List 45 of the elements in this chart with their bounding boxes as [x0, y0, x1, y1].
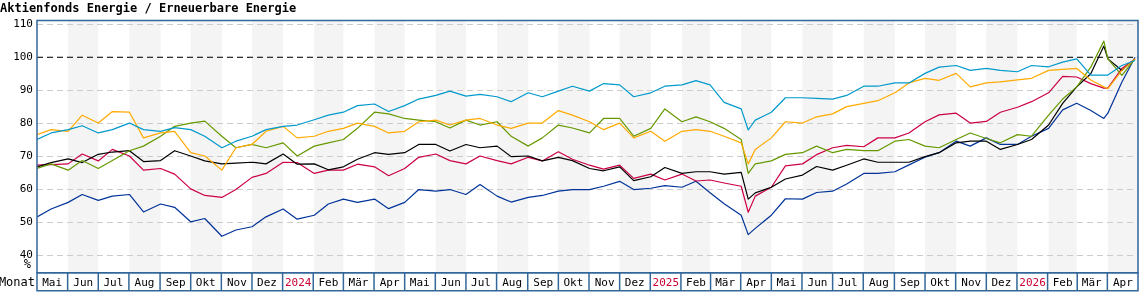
x-tick-label: Dez	[991, 276, 1012, 290]
x-tick-label: Feb	[318, 276, 339, 290]
x-tick-label: Aug	[134, 276, 155, 290]
x-tick-label: Apr	[1112, 276, 1134, 290]
x-tick-label: 2025	[652, 276, 680, 290]
x-tick-label: Mär	[348, 276, 369, 290]
x-tick-label: Feb	[1052, 276, 1073, 290]
x-tick-label: Mär	[1081, 276, 1103, 290]
x-tick-label: Mai	[409, 276, 430, 290]
x-tick-label: Sep	[165, 276, 186, 290]
x-tick-label: Mai	[42, 276, 63, 290]
y-tick-label: 100	[13, 50, 33, 64]
x-tick-label: Mär	[715, 276, 736, 290]
x-tick-label: Aug	[868, 276, 889, 290]
y-tick-label: 110	[13, 17, 33, 31]
y-tick-label: 80	[19, 115, 33, 129]
x-tick-label: Nov	[594, 276, 615, 290]
x-tick-label: Okt	[930, 276, 951, 290]
x-tick-label: Apr	[379, 276, 400, 290]
x-tick-label: Jun	[440, 276, 461, 290]
x-tick-label: Nov	[961, 276, 982, 290]
x-tick-label: 2024	[284, 276, 312, 290]
x-tick-label: Apr	[746, 276, 767, 290]
y-tick-label: 60	[19, 181, 33, 195]
x-tick-label: Dez	[257, 276, 277, 290]
x-tick-label: Jul	[471, 276, 491, 290]
x-tick-label: 2026	[1019, 276, 1046, 290]
y-tick-label: 90	[19, 83, 33, 97]
x-tick-label: Jul	[103, 276, 124, 290]
x-tick-label: Okt	[563, 276, 584, 290]
x-tick-label: Aug	[502, 276, 523, 290]
x-tick-label: Feb	[686, 276, 706, 290]
x-axis-title: Monat	[0, 274, 35, 289]
x-tick-label: Dez	[624, 276, 645, 290]
x-tick-label: Jun	[73, 276, 94, 290]
x-tick-label: Mai	[776, 276, 797, 290]
x-tick-label: Jul	[837, 276, 858, 290]
x-tick-label: Jun	[807, 276, 828, 290]
x-tick-label: Okt	[195, 276, 216, 290]
chart-title: Aktienfonds Energie / Erneuerbare Energie	[0, 1, 297, 16]
x-tick-label: Nov	[226, 276, 248, 290]
y-tick-label: 50	[19, 214, 33, 228]
y-tick-label: 70	[19, 148, 33, 162]
x-tick-label: Sep	[900, 276, 920, 290]
x-tick-label: Sep	[533, 276, 554, 290]
